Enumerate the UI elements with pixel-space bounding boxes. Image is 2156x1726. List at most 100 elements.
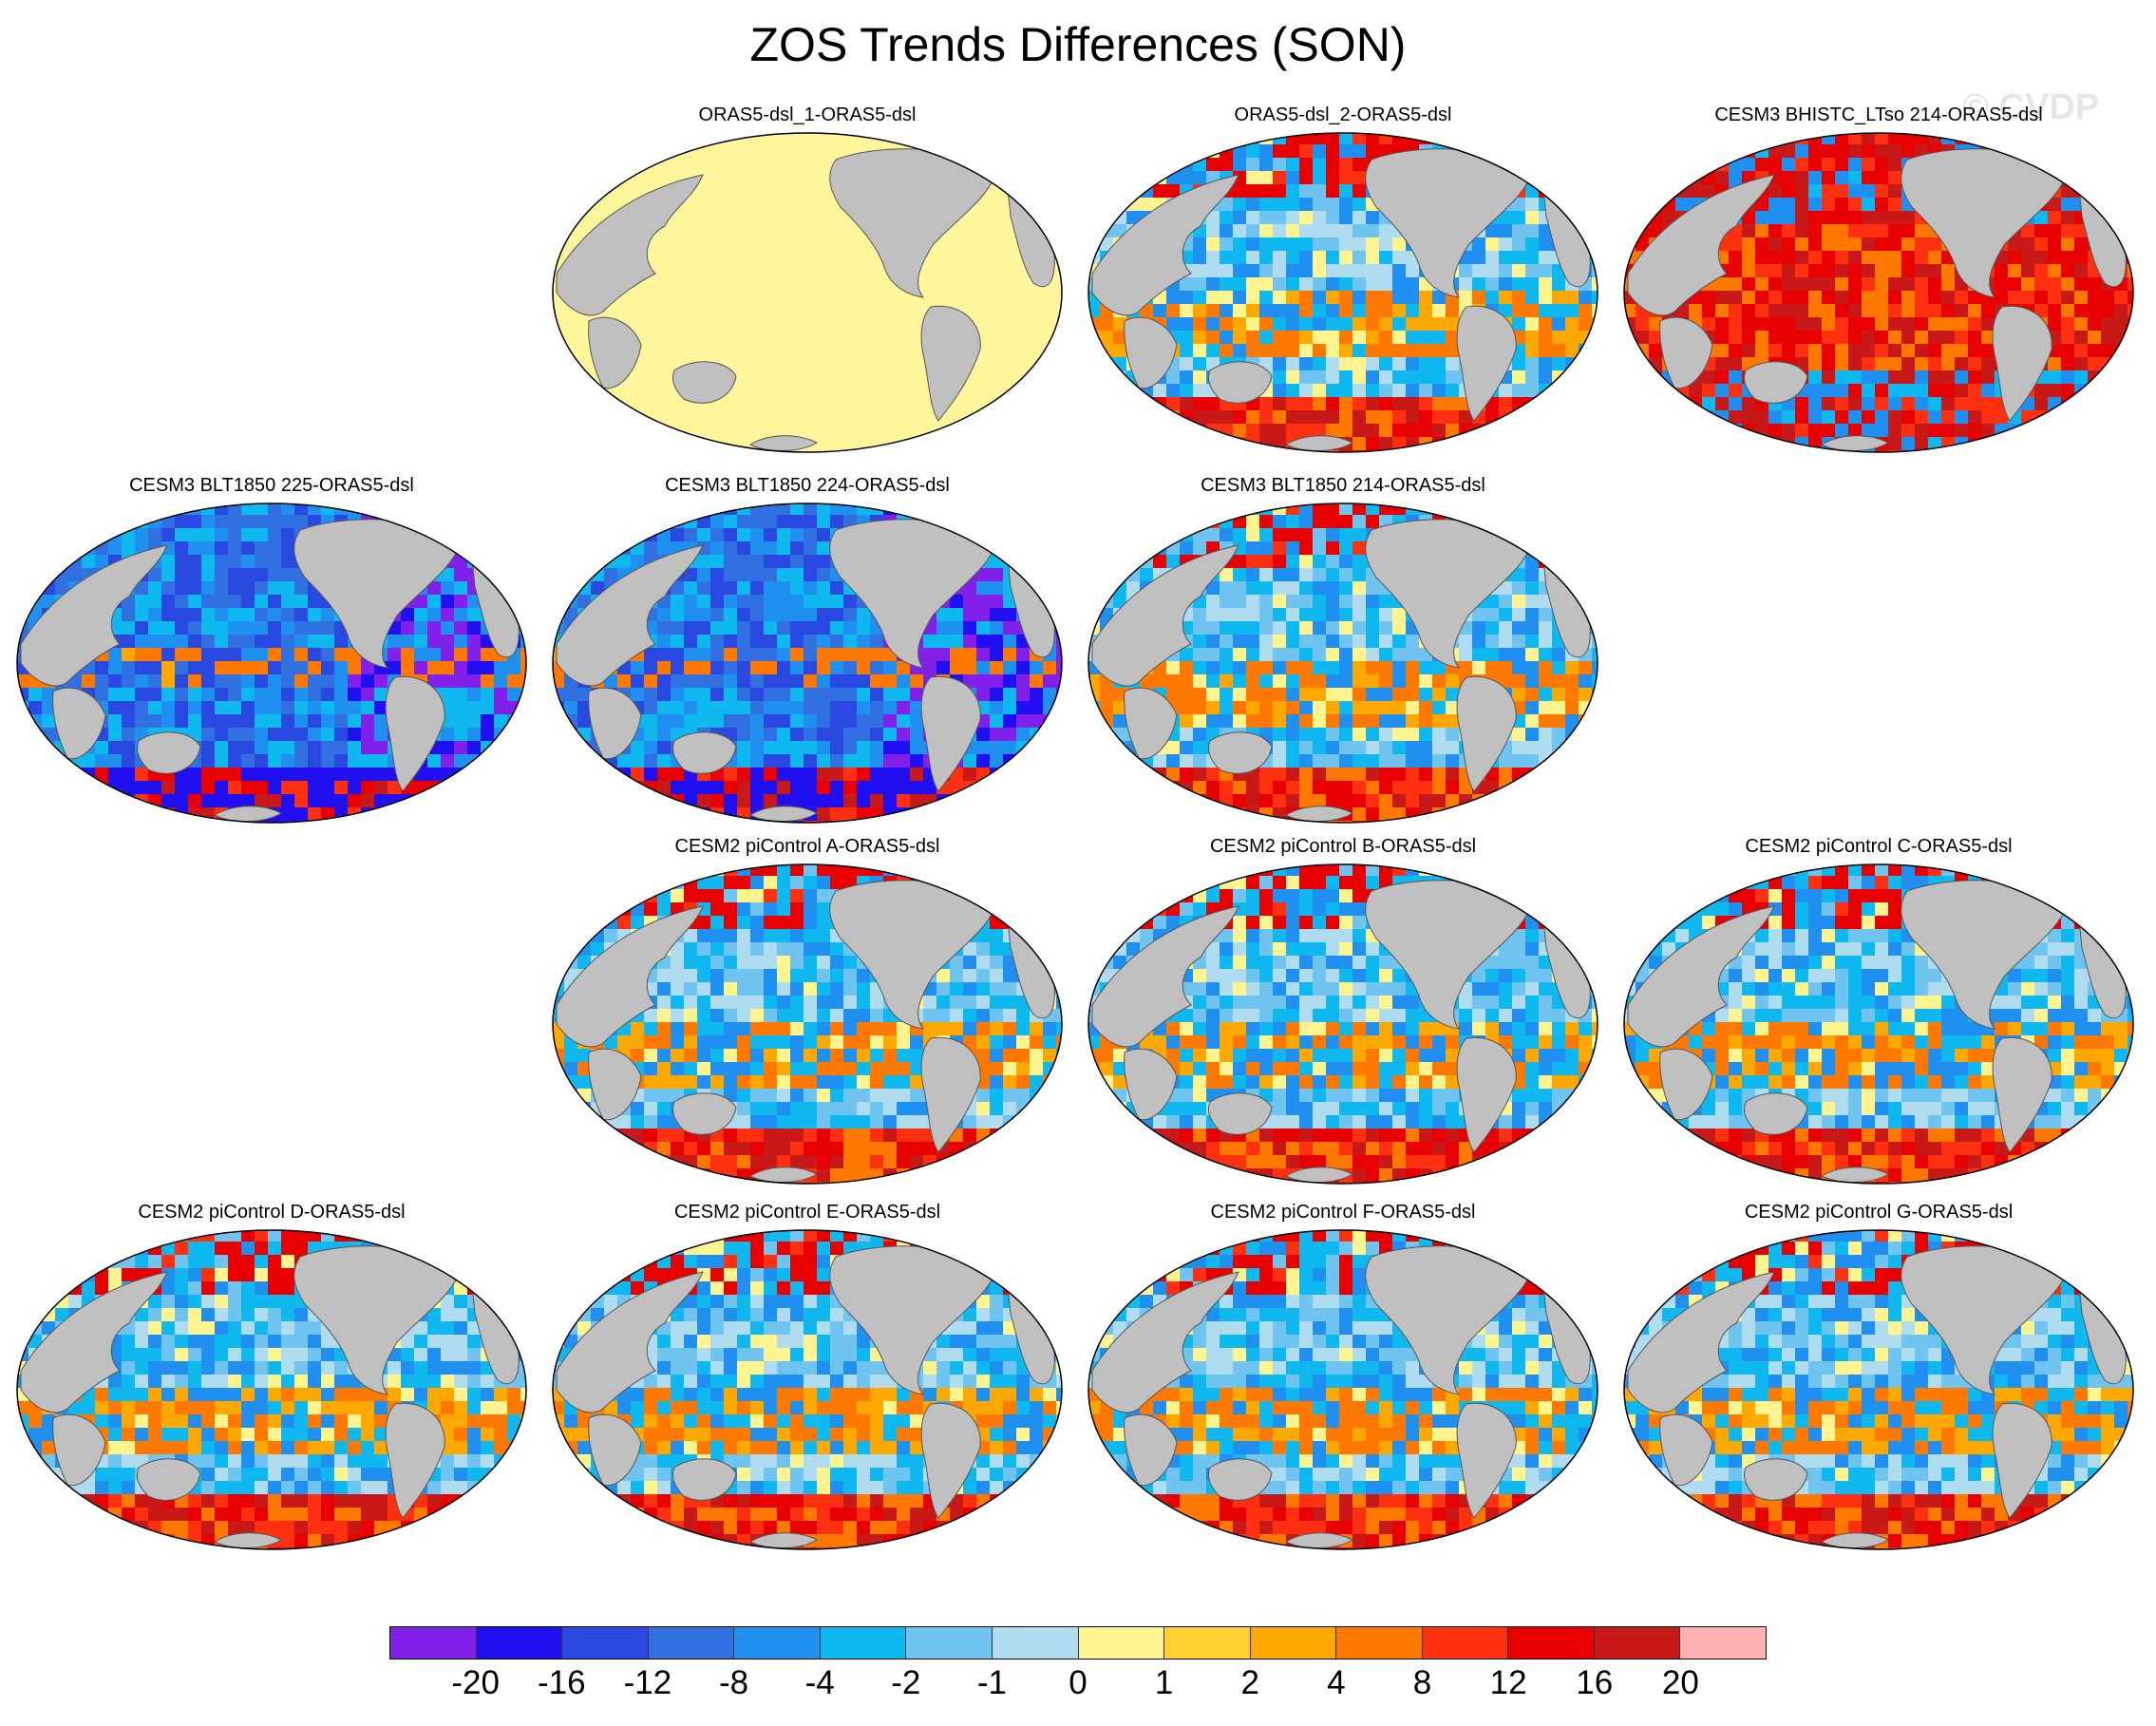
land-mass [1659, 1048, 1713, 1121]
map-border [552, 503, 1063, 824]
land-mass [136, 1458, 201, 1501]
colorbar-swatch [1422, 1627, 1509, 1659]
land-mass [1091, 1271, 1239, 1413]
panel-title: CESM3 BHISTC_LTso 214-ORAS5-dsl [1714, 104, 2043, 125]
land-mass [1659, 1413, 1713, 1487]
panel-title: CESM2 piControl F-ORAS5-dsl [1210, 1202, 1476, 1223]
land-mass [1456, 675, 1517, 792]
land-mass [1743, 1092, 1808, 1135]
land-mass [385, 675, 445, 792]
map-panel: CESM3 BLT1850 214-ORAS5-dsl [1077, 475, 1609, 836]
map-panel: CESM2 piControl A-ORAS5-dsl [541, 836, 1073, 1197]
world-map [16, 1229, 527, 1550]
world-map [1623, 863, 2134, 1185]
land-mass [920, 305, 981, 422]
land-mass [1627, 905, 1775, 1048]
world-map [1087, 503, 1598, 824]
colorbar-tick-label: 4 [1327, 1664, 1346, 1701]
land-mass [1992, 305, 2052, 422]
land-mass [1207, 731, 1273, 774]
map-border [1623, 132, 2134, 453]
land-mass [385, 1402, 445, 1519]
land-mass [1743, 1458, 1808, 1501]
colorbar-swatch [992, 1627, 1079, 1659]
ocean-field [1624, 1230, 2133, 1549]
map-border [1087, 863, 1598, 1185]
land-mass [1456, 305, 1517, 422]
map-border [552, 1229, 1063, 1550]
colorbar-swatch [1594, 1627, 1681, 1659]
land-mass [671, 1092, 737, 1135]
land-mass [1124, 1413, 1178, 1487]
map-panel: ORAS5-dsl_1-ORAS5-dsl [541, 104, 1073, 465]
land-mass [1124, 316, 1178, 389]
colorbar-swatch [1680, 1627, 1766, 1659]
land-mass [671, 731, 737, 774]
panel-title: CESM2 piControl G-ORAS5-dsl [1744, 1202, 2014, 1223]
colorbar-tick-label: -12 [623, 1664, 672, 1701]
world-map [1623, 132, 2134, 453]
colorbar-tick-label: -2 [891, 1664, 921, 1701]
colorbar-tick-label: 12 [1489, 1664, 1527, 1701]
land-mass [1207, 1458, 1273, 1501]
land-mass [588, 1413, 642, 1487]
panel-title: ORAS5-dsl_1-ORAS5-dsl [698, 104, 917, 125]
panel-title: ORAS5-dsl_2-ORAS5-dsl [1234, 104, 1452, 125]
land-mass [1992, 1402, 2052, 1519]
colorbar-swatch [1508, 1627, 1595, 1659]
colorbar [389, 1626, 1767, 1660]
world-map [1087, 863, 1598, 1185]
colorbar-swatch [476, 1627, 563, 1659]
land-mass [1659, 316, 1713, 389]
land-mass [556, 544, 704, 687]
land-mass [920, 675, 981, 792]
colorbar-swatch [1336, 1627, 1423, 1659]
panel-title: CESM3 BLT1850 224-ORAS5-dsl [665, 475, 950, 496]
cvdp-watermark: © CVDP [1962, 87, 2100, 127]
world-map [1087, 132, 1598, 453]
panel-title: CESM2 piControl D-ORAS5-dsl [138, 1202, 406, 1223]
map-border [1087, 132, 1598, 453]
map-border [552, 863, 1063, 1185]
map-border [16, 1229, 527, 1550]
colorbar-swatch [1078, 1627, 1165, 1659]
land-mass [136, 731, 201, 774]
colorbar-tick-label: -1 [976, 1664, 1007, 1701]
colorbar-tick-label: 8 [1412, 1664, 1432, 1701]
world-map [1087, 1229, 1598, 1550]
colorbar-swatch [648, 1627, 735, 1659]
panel-title: CESM2 piControl B-ORAS5-dsl [1209, 836, 1477, 857]
colorbar-tick-label: -16 [537, 1664, 586, 1701]
land-mass [671, 361, 737, 404]
colorbar-tick-label: 2 [1240, 1664, 1259, 1701]
map-border [1623, 863, 2134, 1185]
map-border [552, 132, 1063, 453]
colorbar-tick-label: -8 [718, 1664, 749, 1701]
panel-title: CESM3 BLT1850 225-ORAS5-dsl [129, 475, 414, 496]
ocean-field [553, 864, 1062, 1184]
land-mass [52, 687, 106, 760]
map-panel: CESM2 piControl G-ORAS5-dsl [1613, 1202, 2145, 1563]
colorbar-swatch [820, 1627, 907, 1659]
land-mass [588, 687, 642, 760]
colorbar-swatch [1250, 1627, 1337, 1659]
map-border [1087, 1229, 1598, 1550]
map-border [1087, 503, 1598, 824]
colorbar-tick-label: 16 [1576, 1664, 1614, 1701]
land-mass [1124, 687, 1178, 760]
map-panel: CESM3 BLT1850 224-ORAS5-dsl [541, 475, 1073, 836]
land-mass [1124, 1048, 1178, 1121]
colorbar-tick-label: -20 [451, 1664, 500, 1701]
land-mass [556, 1271, 704, 1413]
land-mass [1456, 1402, 1517, 1519]
land-mass [1091, 174, 1239, 316]
land-mass [1091, 544, 1239, 687]
land-mass [1992, 1036, 2052, 1153]
world-map [1623, 1229, 2134, 1550]
land-mass [1207, 361, 1273, 404]
colorbar-swatch [734, 1627, 821, 1659]
map-panel: CESM2 piControl C-ORAS5-dsl [1613, 836, 2145, 1197]
world-map [16, 503, 527, 824]
land-mass [1207, 1092, 1273, 1135]
map-panel: CESM2 piControl B-ORAS5-dsl [1077, 836, 1609, 1197]
